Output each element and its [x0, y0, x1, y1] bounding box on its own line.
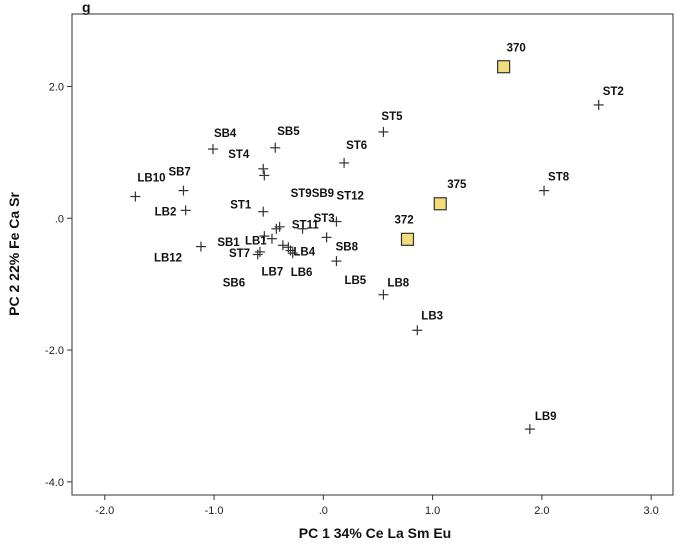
cross-marker — [331, 256, 342, 267]
point-label: LB6 — [291, 267, 313, 279]
point-label: ST1 — [230, 200, 252, 212]
cross-marker — [274, 221, 285, 232]
y-axis-title: PC 2 22% Fe Ca Sr — [6, 192, 22, 316]
point-label: LB10 — [137, 173, 165, 185]
plot-frame — [71, 13, 674, 496]
point-label: ST3 — [314, 213, 335, 225]
x-axis-title: PC 1 34% Ce La Sm Eu — [299, 525, 452, 541]
point-label: LB2 — [155, 206, 177, 218]
cross-marker — [180, 205, 191, 216]
point-label: ST6 — [346, 140, 367, 152]
point-label: ST9SB9 — [291, 188, 334, 200]
cross-marker — [270, 142, 281, 153]
cross-marker — [287, 248, 298, 259]
cross-marker — [252, 249, 263, 260]
point-label: 370 — [507, 43, 526, 55]
cross-marker — [195, 241, 206, 252]
cross-marker — [412, 325, 423, 336]
top-title-fragment: g — [82, 0, 91, 15]
point-label: SB5 — [277, 126, 300, 138]
cross-marker — [258, 163, 269, 174]
point-label: SB7 — [168, 167, 190, 179]
point-label: 375 — [447, 179, 467, 191]
cross-marker — [258, 206, 269, 217]
point-label: LB9 — [535, 411, 557, 423]
cross-marker — [593, 99, 604, 110]
point-label: LB8 — [387, 278, 409, 290]
point-label: ST4 — [228, 149, 250, 161]
cross-marker — [259, 231, 270, 242]
point-label: ST12 — [336, 191, 364, 203]
square-marker — [433, 197, 447, 211]
point-label: ST7 — [229, 248, 250, 260]
x-tick-label: -1.0 — [205, 505, 224, 517]
point-label: LB1 — [245, 236, 267, 248]
point-label: ST5 — [381, 111, 403, 123]
cross-marker — [259, 170, 270, 181]
y-tick-label: .0 — [55, 213, 64, 225]
cross-marker — [524, 424, 535, 435]
cross-marker — [178, 185, 189, 196]
x-tick-label: .0 — [319, 505, 328, 517]
y-tick-label: -4.0 — [45, 477, 64, 489]
x-axis-ticks: -2.0 -1.0 .0 1.0 2.0 3.0 — [95, 495, 659, 517]
point-label: SB6 — [223, 278, 245, 290]
point-label: LB12 — [154, 253, 182, 265]
point-label: SB1 — [217, 237, 240, 249]
point-label: ST8 — [548, 172, 570, 184]
x-tick-label: 1.0 — [425, 505, 440, 517]
cross-marker — [283, 242, 294, 253]
y-axis-ticks: 2.0 .0 -2.0 -4.0 — [45, 81, 72, 489]
cross-marker — [254, 246, 265, 257]
cross-marker — [207, 144, 218, 155]
cross-marker — [331, 216, 342, 227]
x-tick-label: 3.0 — [643, 505, 658, 517]
cross-marker — [277, 240, 288, 251]
point-label: LB4 — [293, 246, 315, 258]
square-marker — [400, 232, 415, 246]
cross-marker — [378, 126, 389, 137]
cross-marker — [130, 191, 141, 202]
point-label: LB3 — [421, 310, 443, 322]
cross-marker — [339, 157, 350, 168]
y-tick-label: 2.0 — [49, 81, 64, 93]
cross-marker — [539, 185, 550, 196]
x-tick-label: 2.0 — [534, 505, 549, 517]
cross-marker — [266, 233, 277, 244]
point-label: ST2 — [603, 86, 624, 98]
cross-marker — [321, 232, 332, 243]
point-label: 372 — [394, 214, 413, 226]
point-label: LB5 — [344, 275, 366, 287]
point-label: SB8 — [336, 241, 359, 253]
x-tick-label: -2.0 — [95, 505, 114, 517]
y-tick-label: -2.0 — [45, 345, 64, 357]
square-marker — [497, 60, 511, 74]
point-label: SB4 — [214, 128, 237, 140]
cross-marker — [297, 223, 308, 234]
cross-marker — [378, 289, 389, 300]
point-label: LB7 — [262, 267, 284, 279]
